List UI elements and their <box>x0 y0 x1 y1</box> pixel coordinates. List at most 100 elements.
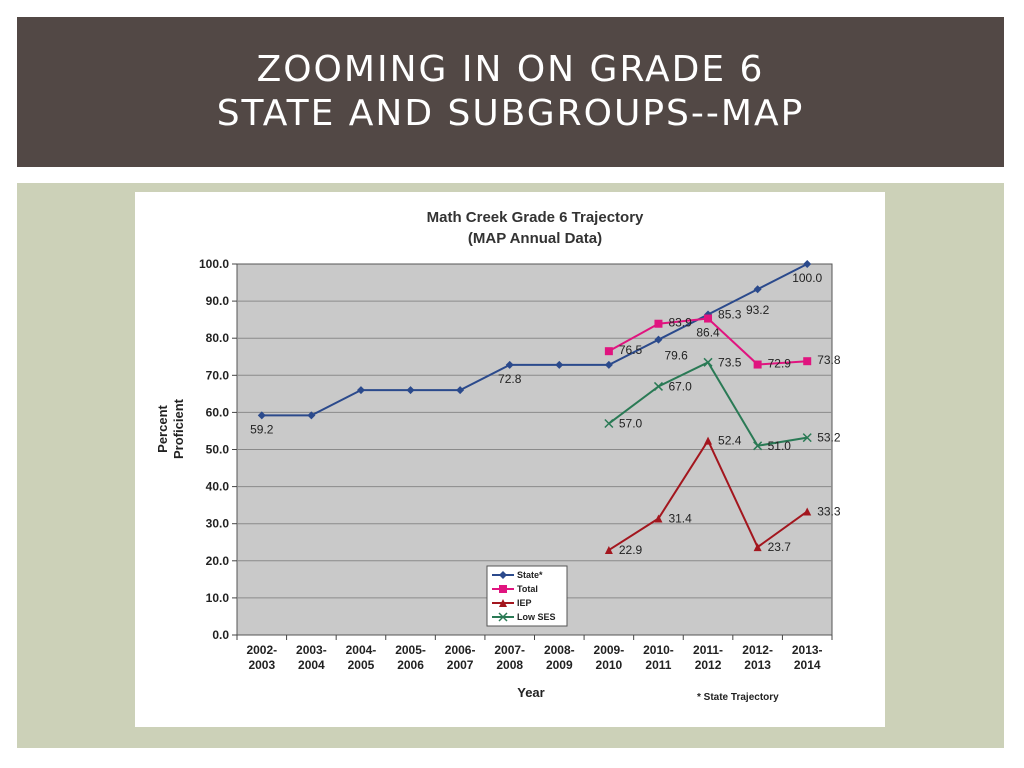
chart-frame: 0.0 10.0 20.0 30.0 40.0 50.0 60.0 70.0 80.0 90.0 1… <box>135 192 885 727</box>
y-axis-label: Proficient <box>171 398 186 459</box>
state-data-point <box>505 360 514 369</box>
total-data-label: 76.5 <box>619 343 643 357</box>
x-tick-label: 2012- <box>742 643 773 657</box>
total-data-label: 83.9 <box>668 316 692 330</box>
low-ses-data-point <box>703 357 713 367</box>
low-ses-data-label: 67.0 <box>668 379 692 393</box>
x-tick-label: 2005- <box>395 643 426 657</box>
state-data-point <box>555 360 564 369</box>
x-tick-label: 2005 <box>348 658 375 672</box>
x-tick-label: 2011- <box>693 643 723 657</box>
iep-data-point <box>604 546 613 555</box>
state-data-point <box>803 260 812 268</box>
y-tick-label: 30.0 <box>206 517 230 531</box>
x-tick-label: 2013- <box>792 643 823 657</box>
state-data-point <box>406 386 415 395</box>
low-ses-data-label: 57.0 <box>619 417 643 431</box>
x-tick-label: 2003- <box>296 643 327 657</box>
y-tick-label: 40.0 <box>206 480 230 494</box>
x-tick-label: 2010- <box>643 643 674 657</box>
x-tick-label: 2007 <box>447 658 474 672</box>
x-tick-label: 2009 <box>546 658 573 672</box>
x-tick-label: 2014 <box>794 658 821 672</box>
state-data-point <box>257 411 266 420</box>
state-data-point <box>456 386 465 395</box>
iep-data-label: 31.4 <box>668 512 692 526</box>
low-ses-data-point <box>802 433 812 443</box>
legend-marker-total <box>499 585 507 593</box>
x-tick-label: 2013 <box>744 658 771 672</box>
total-data-point <box>803 357 812 366</box>
total-data-point <box>654 319 663 328</box>
chart-footnote: * State Trajectory <box>697 692 779 703</box>
iep-data-label: 52.4 <box>718 434 742 448</box>
legend-label-state: State* <box>517 570 543 580</box>
state-data-point <box>604 360 613 369</box>
x-tick-label: 2006- <box>445 643 476 657</box>
state-data-label: 79.6 <box>664 349 688 363</box>
iep-data-label: 23.7 <box>768 540 792 554</box>
legend-marker-state <box>499 571 507 579</box>
state-series-line <box>261 263 808 417</box>
x-tick-label: 2004- <box>346 643 377 657</box>
x-tick-label: 2008 <box>496 658 523 672</box>
slide-title-line-2: STATE AND SUBGROUPS--MAP <box>216 93 805 134</box>
low-ses-data-point <box>604 418 614 429</box>
y-tick-label: 70.0 <box>206 368 230 382</box>
legend-label-total: Total <box>517 584 538 594</box>
trajectory-chart: 0.0 10.0 20.0 30.0 40.0 50.0 60.0 70.0 80.0 90.0 1… <box>155 209 841 703</box>
total-data-point <box>704 314 713 323</box>
legend-marker-iep <box>499 599 507 607</box>
low-ses-data-label: 51.0 <box>768 439 792 453</box>
y-tick-label: 60.0 <box>206 405 230 419</box>
legend-marker-low-ses <box>498 612 508 622</box>
state-data-label: 72.8 <box>498 372 522 386</box>
state-data-point <box>356 386 365 395</box>
x-tick-label: 2002- <box>246 643 277 657</box>
x-tick-label: 2009- <box>594 643 625 657</box>
legend-label-low-ses: Low SES <box>517 612 556 622</box>
iep-data-point <box>654 514 663 523</box>
slide-title-line-1: ZOOMING IN ON GRADE 6 <box>256 49 765 90</box>
x-tick-label: 2007- <box>494 643 525 657</box>
y-tick-label: 80.0 <box>206 331 230 345</box>
iep-data-point <box>753 543 762 552</box>
y-tick-label: 10.0 <box>206 591 230 605</box>
total-data-label: 72.9 <box>768 357 792 371</box>
state-data-point <box>753 285 762 294</box>
y-tick-label: 0.0 <box>212 628 229 642</box>
x-tick-label: 2006 <box>397 658 424 672</box>
x-tick-label: 2011 <box>645 658 671 672</box>
x-tick-label: 2010 <box>596 658 623 672</box>
y-axis-label: Percent <box>155 404 170 452</box>
iep-data-point <box>803 507 812 516</box>
iep-data-label: 22.9 <box>619 543 643 557</box>
iep-data-point <box>704 436 713 445</box>
x-tick-label: 2003 <box>248 658 275 672</box>
total-data-point <box>753 360 762 369</box>
chart-subtitle: (MAP Annual Data) <box>468 230 602 247</box>
total-data-label: 73.8 <box>817 353 841 367</box>
state-data-label: 93.2 <box>746 303 770 317</box>
x-axis-label: Year <box>517 685 544 700</box>
x-tick-label: 2008- <box>544 643 575 657</box>
state-data-point <box>307 411 316 420</box>
legend-label-iep: IEP <box>517 598 532 608</box>
low-ses-data-label: 73.5 <box>718 355 742 369</box>
state-data-label: 100.0 <box>792 271 822 285</box>
low-ses-data-point <box>753 441 763 451</box>
low-ses-data-point <box>653 381 663 391</box>
total-data-label: 85.3 <box>718 308 742 322</box>
state-data-point <box>654 335 663 344</box>
y-tick-label: 90.0 <box>206 294 230 308</box>
iep-data-label: 33.3 <box>817 504 841 518</box>
x-tick-label: 2004 <box>298 658 325 672</box>
x-tick-label: 2012 <box>695 658 722 672</box>
chart-title: Math Creek Grade 6 Trajectory <box>427 209 644 226</box>
state-data-label: 59.2 <box>250 422 274 436</box>
low-ses-data-label: 53.2 <box>817 431 841 445</box>
y-tick-label: 20.0 <box>206 554 230 568</box>
slide-title-bar: ZOOMING IN ON GRADE 6 STATE AND SUBGROUP… <box>17 17 1004 167</box>
y-tick-label: 100.0 <box>199 257 229 271</box>
y-tick-label: 50.0 <box>206 443 230 457</box>
